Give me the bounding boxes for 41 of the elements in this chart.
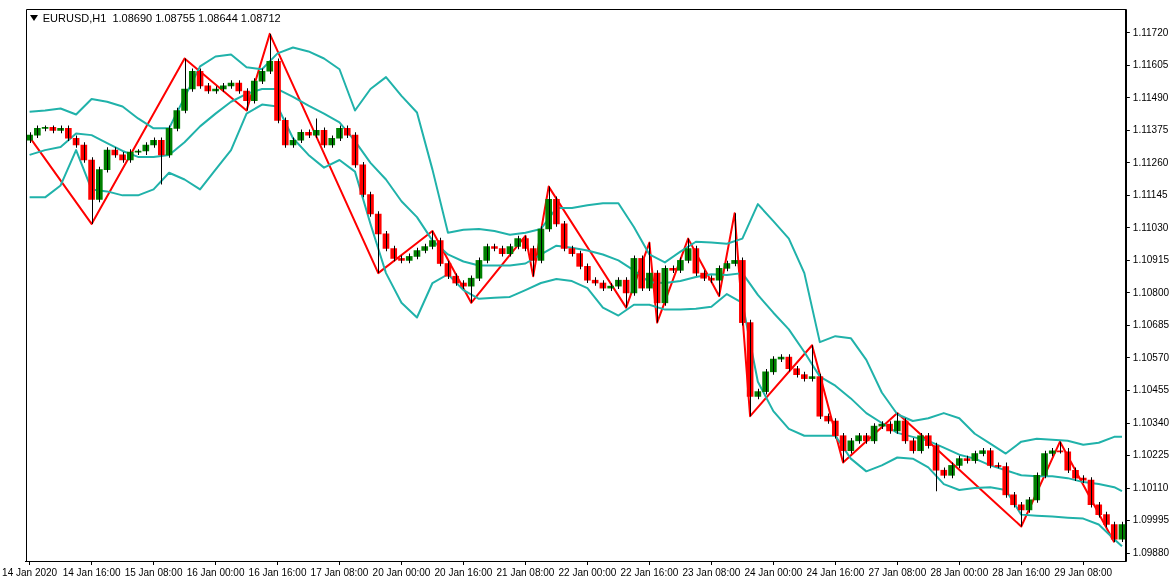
y-tick-label: 1.11605 xyxy=(1132,59,1169,71)
candlestick xyxy=(862,432,870,444)
y-tick-label: 1.11375 xyxy=(1132,124,1169,136)
chart-title: EURUSD,H1 1.08690 1.08755 1.08644 1.08712 xyxy=(42,12,281,24)
y-tick-label: 1.10110 xyxy=(1132,481,1169,493)
x-tick-label: 16 Jan 16:00 xyxy=(248,566,307,578)
x-tick-label: 28 Jan 16:00 xyxy=(992,566,1051,578)
x-tick-label: 20 Jan 16:00 xyxy=(434,566,493,578)
y-tick-label: 1.10455 xyxy=(1132,384,1170,396)
y-tick-label: 1.11145 xyxy=(1132,189,1168,201)
candlestick xyxy=(917,432,924,454)
y-tick-label: 1.11030 xyxy=(1132,221,1169,233)
y-tick-label: 1.09995 xyxy=(1132,514,1170,526)
x-tick-label: 17 Jan 08:00 xyxy=(310,566,369,578)
x-tick-label: 24 Jan 00:00 xyxy=(744,566,803,578)
x-tick-label: 27 Jan 08:00 xyxy=(868,566,927,578)
x-tick-label: 22 Jan 00:00 xyxy=(558,566,617,578)
x-tick-label: 14 Jan 16:00 xyxy=(62,566,121,578)
x-tick-label: 20 Jan 00:00 xyxy=(372,566,431,578)
y-tick-label: 1.10570 xyxy=(1132,351,1170,363)
candlestick xyxy=(250,78,258,104)
x-tick-label: 24 Jan 16:00 xyxy=(806,566,865,578)
y-tick-label: 1.10685 xyxy=(1132,319,1170,331)
x-tick-label: 21 Jan 08:00 xyxy=(496,566,555,578)
candlestick xyxy=(88,157,95,224)
candlestick xyxy=(669,265,676,274)
x-tick-label: 15 Jan 08:00 xyxy=(124,566,183,578)
y-tick-label: 1.10800 xyxy=(1132,286,1170,298)
x-tick-label: 28 Jan 00:00 xyxy=(930,566,989,578)
x-tick-label: 16 Jan 00:00 xyxy=(186,566,245,578)
x-tick-label: 22 Jan 16:00 xyxy=(620,566,679,578)
y-tick-label: 1.11260 xyxy=(1132,156,1169,168)
y-tick-label: 1.10225 xyxy=(1132,449,1170,461)
x-tick-label: 23 Jan 08:00 xyxy=(682,566,741,578)
y-tick-label: 1.11490 xyxy=(1132,91,1169,103)
y-tick-label: 1.10915 xyxy=(1132,254,1170,266)
x-tick-label: 29 Jan 08:00 xyxy=(1054,566,1113,578)
x-tick-label: 14 Jan 2020 xyxy=(2,566,58,578)
y-tick-label: 1.09880 xyxy=(1132,546,1170,558)
y-tick-label: 1.10340 xyxy=(1132,416,1170,428)
y-tick-label: 1.11720 xyxy=(1132,26,1169,38)
